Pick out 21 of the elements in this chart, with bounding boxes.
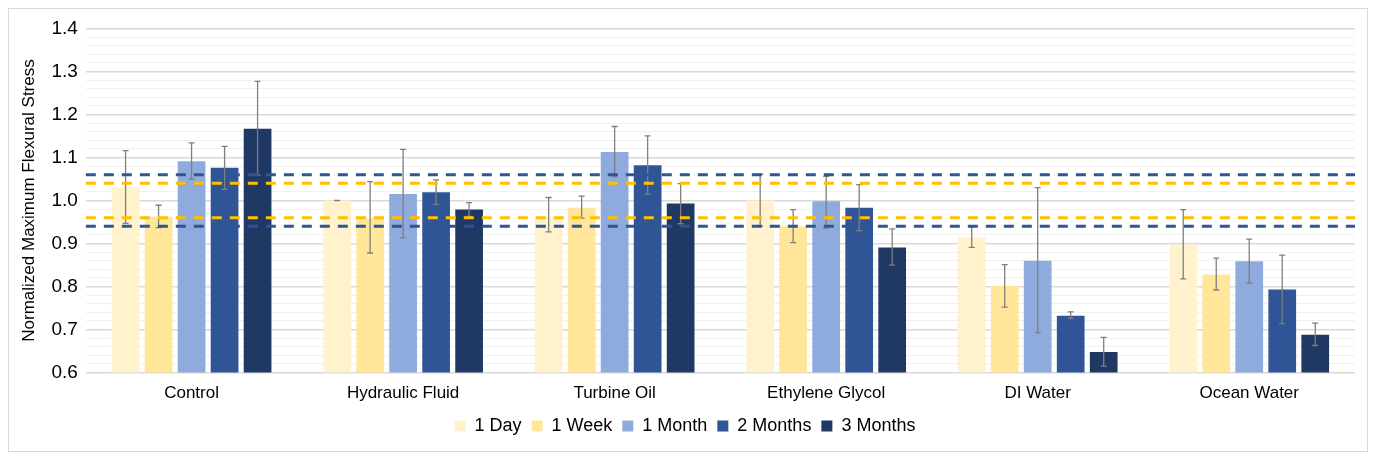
x-tick-label: Control bbox=[164, 383, 219, 403]
y-tick-label: 1.1 bbox=[51, 145, 78, 167]
y-tick-label: 0.6 bbox=[51, 360, 78, 382]
legend-label: 2 Months bbox=[737, 414, 812, 435]
y-tick-label: 0.8 bbox=[51, 274, 78, 296]
legend-label: 1 Day bbox=[474, 414, 522, 435]
y-tick-label: 0.7 bbox=[51, 317, 78, 339]
legend-label: 1 Week bbox=[551, 414, 614, 435]
legend-label: 3 Months bbox=[841, 414, 916, 435]
x-tick-label: Hydraulic Fluid bbox=[346, 383, 460, 403]
y-tick-label: 1.3 bbox=[51, 59, 78, 81]
y-axis-title: Normalized Maximum Flexural Stress bbox=[18, 59, 38, 342]
x-tick-label: Ethylene Glycol bbox=[767, 383, 886, 403]
y-tick-label: 1.0 bbox=[51, 188, 78, 210]
x-tick-label: DI Water bbox=[1004, 383, 1072, 403]
x-tick-label: Ocean Water bbox=[1199, 383, 1300, 403]
y-tick-label: 1.2 bbox=[51, 102, 78, 124]
x-tick-label: Turbine Oil bbox=[573, 383, 656, 403]
y-tick-label: 1.4 bbox=[51, 16, 79, 38]
y-tick-label: 0.9 bbox=[51, 231, 78, 253]
legend-label: 1 Month bbox=[642, 414, 708, 435]
